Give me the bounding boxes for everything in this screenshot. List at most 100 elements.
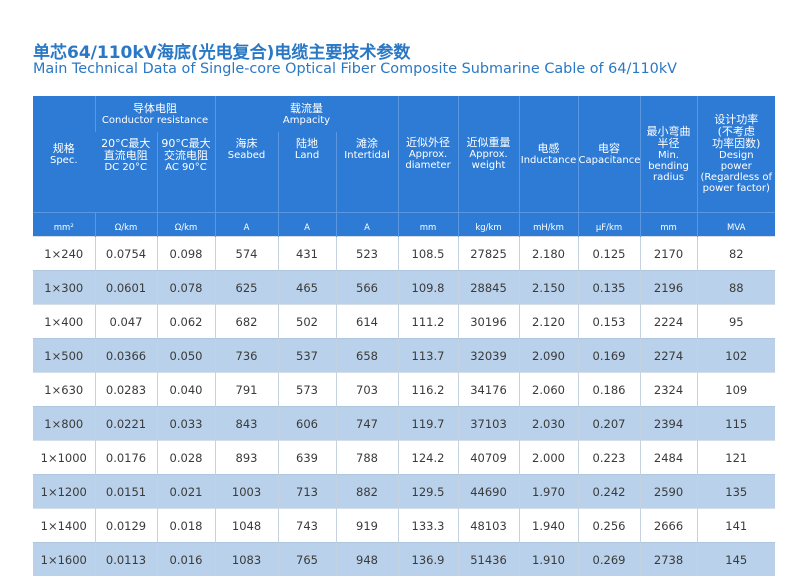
data-cell: 882 (336, 475, 398, 509)
data-cell: 465 (278, 271, 336, 305)
data-cell: 523 (336, 237, 398, 271)
data-cell: 40709 (458, 441, 519, 475)
data-cell: 121 (697, 441, 775, 475)
header-weight-en2: weight (459, 160, 519, 171)
header-weight-en1: Approx. (459, 149, 519, 160)
data-cell: 0.016 (157, 543, 215, 576)
data-cell: 2484 (640, 441, 697, 475)
spec-cell: 1×1000 (33, 441, 95, 475)
data-cell: 0.169 (578, 339, 640, 373)
header-capacitance: 电容 Capacitance (578, 96, 640, 213)
data-cell: 113.7 (398, 339, 458, 373)
data-cell: 2.120 (519, 305, 578, 339)
data-cell: 116.2 (398, 373, 458, 407)
data-cell: 145 (697, 543, 775, 576)
data-cell: 2196 (640, 271, 697, 305)
data-cell: 0.033 (157, 407, 215, 441)
data-cell: 2170 (640, 237, 697, 271)
data-cell: 893 (215, 441, 278, 475)
data-cell: 606 (278, 407, 336, 441)
data-cell: 1.970 (519, 475, 578, 509)
header-dc-resistance: 20°C最大 直流电阻 DC 20°C (95, 132, 157, 213)
unit-cell: MVA (697, 213, 775, 237)
data-cell: 1003 (215, 475, 278, 509)
technical-data-table: 规格 Spec. 导体电阻 Conductor resistance 载流量 A… (33, 96, 775, 576)
spec-cell: 1×1400 (33, 509, 95, 543)
data-cell: 133.3 (398, 509, 458, 543)
data-cell: 431 (278, 237, 336, 271)
data-cell: 44690 (458, 475, 519, 509)
header-bending-cn2: 半径 (641, 138, 697, 150)
header-power-en1: Design (698, 150, 776, 161)
unit-cell: Ω/km (95, 213, 157, 237)
header-conductor-resistance: 导体电阻 Conductor resistance (95, 96, 215, 132)
spec-cell: 1×1200 (33, 475, 95, 509)
header-seabed: 海床 Seabed (215, 132, 278, 213)
header-conductor-cn: 导体电阻 (96, 103, 215, 115)
data-cell: 625 (215, 271, 278, 305)
data-cell: 713 (278, 475, 336, 509)
data-cell: 1048 (215, 509, 278, 543)
page-title-cn: 单芯64/110kV海底(光电复合)电缆主要技术参数 (33, 38, 410, 63)
data-cell: 0.028 (157, 441, 215, 475)
data-cell: 0.207 (578, 407, 640, 441)
data-cell: 0.0366 (95, 339, 157, 373)
header-intertidal-en: Intertidal (337, 150, 398, 161)
data-cell: 2.180 (519, 237, 578, 271)
data-cell: 0.062 (157, 305, 215, 339)
data-cell: 573 (278, 373, 336, 407)
data-cell: 743 (278, 509, 336, 543)
header-seabed-cn: 海床 (216, 138, 278, 150)
header-bending-en3: radius (641, 172, 697, 183)
data-cell: 0.125 (578, 237, 640, 271)
header-inductance-cn: 电感 (520, 143, 578, 155)
data-cell: 2738 (640, 543, 697, 576)
header-conductor-en: Conductor resistance (96, 115, 215, 126)
header-spec-cn: 规格 (33, 143, 95, 155)
data-cell: 1083 (215, 543, 278, 576)
data-cell: 2324 (640, 373, 697, 407)
data-cell: 614 (336, 305, 398, 339)
header-intertidal-cn: 滩涂 (337, 138, 398, 150)
data-cell: 51436 (458, 543, 519, 576)
data-cell: 30196 (458, 305, 519, 339)
data-cell: 135 (697, 475, 775, 509)
page-title-en: Main Technical Data of Single-core Optic… (33, 61, 677, 77)
data-cell: 682 (215, 305, 278, 339)
data-cell: 1.940 (519, 509, 578, 543)
header-dc-en: DC 20°C (95, 162, 157, 173)
data-cell: 129.5 (398, 475, 458, 509)
spec-cell: 1×240 (33, 237, 95, 271)
data-cell: 0.186 (578, 373, 640, 407)
header-power-cn3: 功率因数) (698, 138, 776, 150)
data-cell: 788 (336, 441, 398, 475)
data-cell: 2.150 (519, 271, 578, 305)
data-cell: 82 (697, 237, 775, 271)
header-capacitance-cn: 电容 (579, 143, 640, 155)
data-cell: 0.0113 (95, 543, 157, 576)
data-cell: 703 (336, 373, 398, 407)
data-cell: 0.0221 (95, 407, 157, 441)
data-cell: 111.2 (398, 305, 458, 339)
data-cell: 791 (215, 373, 278, 407)
data-cell: 948 (336, 543, 398, 576)
spec-cell: 1×300 (33, 271, 95, 305)
data-cell: 0.098 (157, 237, 215, 271)
data-cell: 2666 (640, 509, 697, 543)
unit-cell: A (336, 213, 398, 237)
header-land-cn: 陆地 (279, 138, 336, 150)
header-spec-en: Spec. (33, 155, 95, 166)
header-bending-radius: 最小弯曲 半径 Min. bending radius (640, 96, 697, 213)
data-cell: 765 (278, 543, 336, 576)
header-power-en4: power factor) (698, 183, 776, 194)
data-cell: 843 (215, 407, 278, 441)
data-cell: 736 (215, 339, 278, 373)
